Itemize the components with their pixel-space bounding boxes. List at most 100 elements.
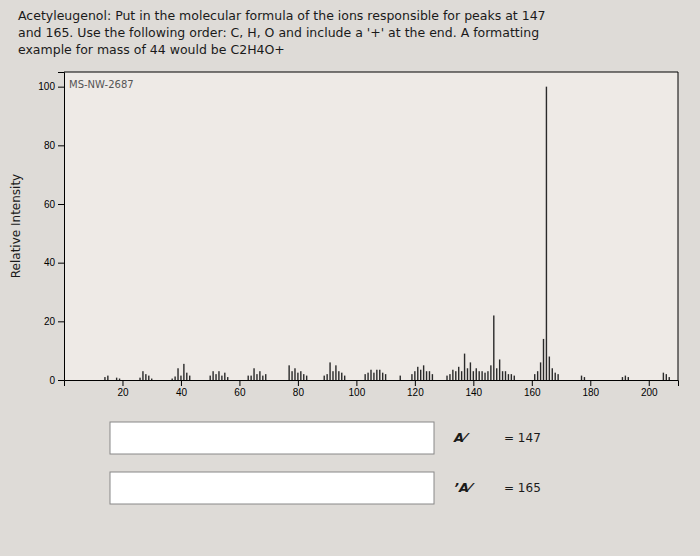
bar: [473, 371, 474, 380]
bar: [329, 362, 330, 380]
bar: [414, 371, 415, 380]
bar: [581, 376, 582, 380]
plot: 20406080100120140160180200020406080100: [38, 72, 678, 398]
tick-mark: [58, 87, 64, 88]
tick-mark: [356, 380, 357, 386]
bar: [490, 365, 491, 380]
tick-mark: [58, 321, 64, 322]
bar: [546, 87, 547, 380]
answer-box[interactable]: [110, 422, 434, 454]
bar: [625, 376, 626, 380]
bar: [171, 379, 172, 380]
bar: [557, 374, 558, 380]
bar: [455, 371, 456, 380]
bar: [426, 371, 427, 380]
tick: 140: [465, 380, 482, 398]
bar: [549, 357, 550, 380]
tick-label: 80: [44, 140, 56, 151]
title-line: example for mass of 44 would be C2H4O+: [18, 42, 285, 57]
annotation: MS-NW-2687: [69, 79, 134, 90]
chart: Acetyleugenol: Put in the molecular form…: [0, 0, 700, 556]
frame-line: [678, 72, 679, 380]
bar: [259, 371, 260, 380]
bar: [400, 376, 401, 380]
bar: [385, 374, 386, 380]
tick-mark: [590, 380, 591, 386]
answer-symbol: ʼA⁄: [454, 480, 475, 495]
bar: [250, 376, 251, 380]
tick-label: 40: [44, 257, 56, 268]
bar: [484, 373, 485, 380]
tick-mark: [58, 145, 64, 146]
bar: [212, 371, 213, 380]
tick: 80: [44, 140, 64, 151]
bar: [461, 371, 462, 380]
bar: [628, 377, 629, 380]
tick: 80: [293, 380, 305, 398]
bar: [514, 376, 515, 380]
bar: [265, 374, 266, 380]
tick: 120: [407, 380, 424, 398]
bar: [417, 367, 418, 380]
bar: [382, 373, 383, 380]
tick: 100: [349, 380, 366, 398]
bar: [666, 374, 667, 380]
bar: [481, 371, 482, 380]
bar: [303, 374, 304, 380]
answer-symbol: A⁄: [453, 430, 470, 445]
bar: [373, 373, 374, 380]
bar: [341, 373, 342, 380]
bar: [288, 365, 289, 380]
bar: [496, 368, 497, 380]
bar: [145, 374, 146, 380]
bar: [452, 370, 453, 380]
bar: [183, 364, 184, 380]
tick-label: 180: [582, 387, 599, 398]
bar: [458, 367, 459, 380]
bar: [505, 371, 506, 380]
tick-label: 120: [407, 387, 424, 398]
tick: 40: [176, 380, 188, 398]
bar: [508, 374, 509, 380]
bar: [499, 359, 500, 380]
bar: [429, 371, 430, 380]
tick-mark: [58, 263, 64, 264]
bar: [464, 354, 465, 380]
tick: 160: [524, 380, 541, 398]
bar: [487, 371, 488, 380]
bar: [116, 378, 117, 380]
title: Acetyleugenol: Put in the molecular form…: [18, 8, 546, 57]
answer-label: = 147: [504, 431, 541, 445]
bar: [104, 377, 105, 380]
bar: [253, 368, 254, 380]
bar: [174, 376, 175, 380]
background: [0, 0, 700, 556]
tick: 60: [44, 199, 64, 210]
bar: [367, 373, 368, 380]
bar: [511, 374, 512, 380]
x-axis: 20406080100120140160180200: [65, 380, 679, 398]
bar: [364, 374, 365, 380]
bar: [306, 376, 307, 380]
bar: [584, 377, 585, 380]
tick-label: 20: [117, 387, 129, 398]
frame-line: [64, 72, 678, 73]
bar: [148, 376, 149, 380]
bar: [543, 339, 544, 380]
tick-label: 100: [349, 387, 366, 398]
tick-mark: [649, 380, 650, 386]
bar: [449, 374, 450, 380]
bar: [423, 365, 424, 380]
tick: 100: [38, 81, 64, 92]
bar: [107, 376, 108, 380]
bar: [376, 370, 377, 380]
bar: [552, 368, 553, 380]
answer-box[interactable]: [110, 472, 434, 504]
tick-mark: [239, 380, 240, 386]
plot-background: [64, 72, 678, 380]
bar: [344, 376, 345, 380]
tick: 200: [641, 380, 658, 398]
bar: [209, 376, 210, 380]
bars: [104, 87, 670, 380]
bar: [467, 368, 468, 380]
